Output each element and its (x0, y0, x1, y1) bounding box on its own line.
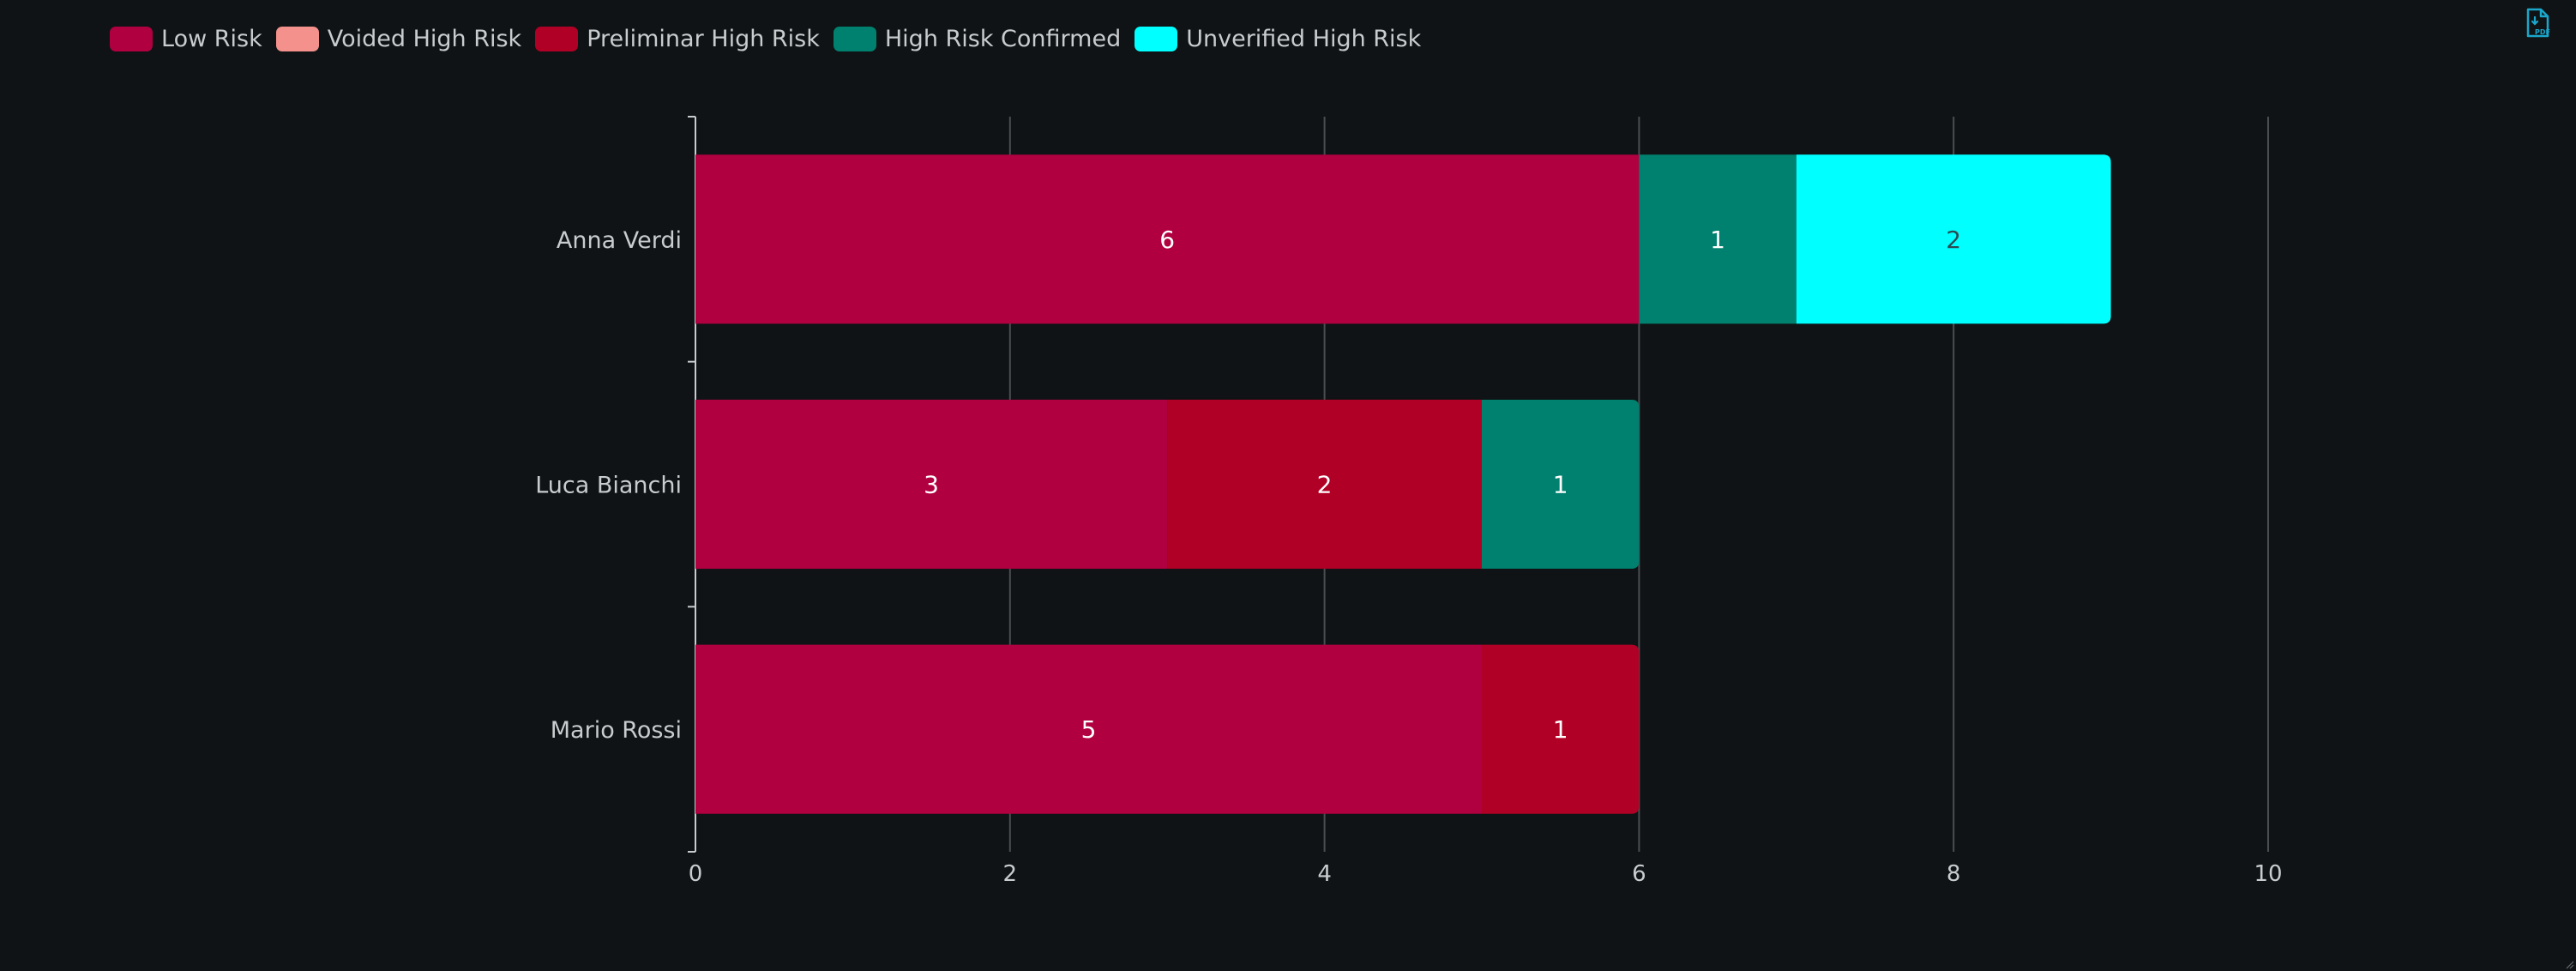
data-label: 2 (1317, 471, 1333, 499)
chart-legend: Low Risk Voided High Risk Preliminar High … (110, 21, 1435, 56)
bar-segment[interactable] (1167, 399, 1482, 570)
legend-label: Low Risk (161, 25, 262, 52)
data-label: 1 (1553, 715, 1568, 744)
pdf-label: PDF (2535, 28, 2550, 36)
data-label: 6 (1159, 226, 1175, 254)
legend-swatch (833, 26, 876, 51)
legend-swatch (110, 26, 153, 51)
data-label: 1 (1710, 226, 1725, 254)
x-tick-label: 8 (1947, 861, 1961, 887)
category-label: Anna Verdi (557, 227, 682, 254)
data-label: 3 (924, 471, 939, 499)
bar-segment[interactable] (1482, 644, 1640, 814)
category-label: Mario Rossi (551, 717, 682, 744)
bar-segment[interactable] (695, 154, 1640, 324)
resize-grip-icon[interactable] (2566, 961, 2574, 969)
legend-swatch (1135, 26, 1178, 51)
legend-swatch (275, 26, 319, 51)
x-tick-label: 0 (689, 861, 703, 887)
bar-segment[interactable] (1482, 399, 1640, 570)
legend-item[interactable]: Low Risk (110, 26, 262, 52)
legend-swatch (535, 26, 579, 51)
bar-segment[interactable] (695, 644, 1482, 814)
legend-label: High Risk Confirmed (884, 25, 1122, 52)
data-label: 5 (1081, 715, 1097, 744)
legend-item[interactable]: Voided High Risk (275, 25, 522, 52)
category-label: Luca Bianchi (535, 473, 682, 499)
bar-segment[interactable] (1796, 154, 2111, 324)
legend-label: Voided High Risk (327, 25, 522, 52)
data-label: 2 (1946, 226, 1961, 254)
x-tick-label: 10 (2254, 861, 2282, 887)
data-label: 1 (1553, 471, 1568, 499)
bar-segment[interactable] (1639, 154, 1797, 324)
x-tick-label: 2 (1003, 861, 1018, 887)
legend-item[interactable]: High Risk Confirmed (833, 25, 1122, 52)
legend-label: Unverified High Risk (1186, 25, 1422, 52)
pdf-export-button[interactable]: PDF (2525, 8, 2552, 39)
x-tick-label: 4 (1317, 861, 1332, 887)
legend-item[interactable]: Unverified High Risk (1135, 26, 1421, 52)
x-tick-label: 6 (1632, 861, 1646, 887)
legend-item[interactable]: Preliminar High Risk (535, 26, 820, 52)
bar-segment[interactable] (695, 399, 1168, 570)
pdf-file-icon: PDF (2526, 8, 2550, 38)
legend-label: Preliminar High Risk (587, 25, 820, 52)
